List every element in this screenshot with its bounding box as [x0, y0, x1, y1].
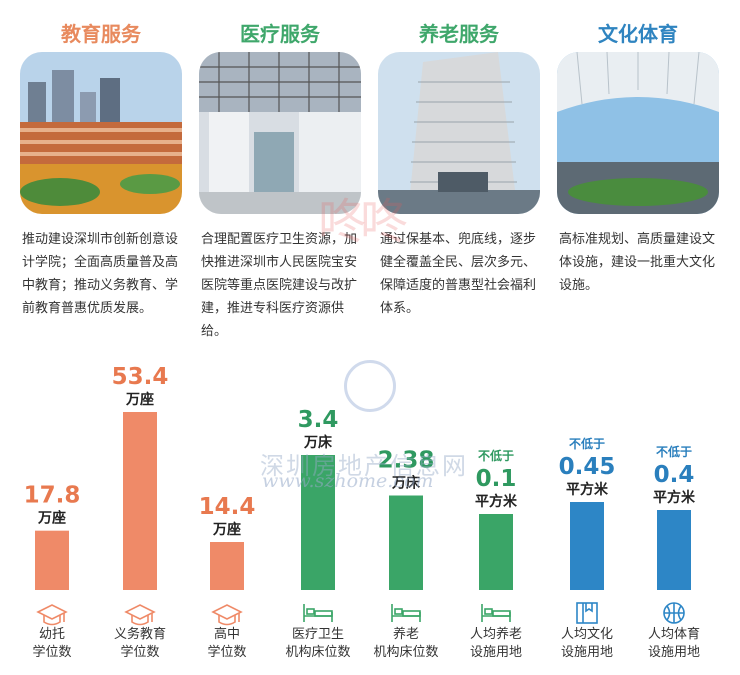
- bar-unit-label: 万床: [303, 434, 333, 451]
- bar: [657, 510, 691, 590]
- bar-unit-label: 万座: [125, 391, 154, 408]
- bar-prefix-label: 不低于: [656, 444, 692, 459]
- bar-category-label: 养老: [393, 626, 419, 642]
- graduation-cap-icon: [124, 604, 156, 626]
- bar-value-label: 0.4: [654, 462, 695, 488]
- category-title-elderly: 养老服务: [419, 22, 499, 46]
- bar-category-label: 机构床位数: [373, 645, 438, 660]
- bar-value-label: 0.45: [559, 454, 616, 480]
- culture-sports-description: 高标准规划、高质量建设文体设施，建设一批重大文化设施。: [559, 232, 716, 293]
- bar: [123, 412, 157, 590]
- bar-category-label: 设施用地: [561, 645, 613, 660]
- bar-category-label: 医疗卫生: [292, 627, 344, 642]
- bar: [570, 502, 604, 590]
- category-title-medical: 医疗服务: [240, 22, 320, 46]
- bar-category-label: 高中: [214, 626, 240, 642]
- school-photo: [20, 52, 182, 214]
- bed-icon: [391, 604, 421, 622]
- bar-category-label: 机构床位数: [285, 645, 350, 660]
- category-title-culture-sports: 文化体育: [598, 22, 678, 46]
- bar-unit-label: 万座: [212, 521, 241, 538]
- bar: [210, 542, 244, 590]
- bar-value-label: 0.1: [476, 466, 517, 492]
- bar-category-label: 设施用地: [470, 645, 522, 660]
- bar-value-label: 53.4: [112, 364, 169, 390]
- bar-prefix-label: 不低于: [478, 448, 514, 463]
- tower-photo: [378, 52, 540, 214]
- bar-unit-label: 万床: [391, 475, 421, 492]
- bar-unit-label: 平方米: [653, 489, 696, 506]
- bar-value-label: 2.38: [378, 448, 435, 474]
- graduation-cap-icon: [36, 604, 68, 626]
- bar-category-label: 学位数: [207, 644, 246, 660]
- stadium-photo: [557, 52, 719, 214]
- book-icon: [576, 602, 598, 624]
- bar-category-label: 幼托: [39, 627, 65, 642]
- bar: [389, 495, 423, 590]
- bar-category-label: 学位数: [32, 644, 71, 660]
- graduation-cap-icon: [211, 604, 243, 626]
- bar: [301, 455, 335, 590]
- bar-category-label: 人均养老: [470, 626, 522, 642]
- watermark-logo: [344, 360, 396, 412]
- bar-category-label: 设施用地: [648, 645, 700, 660]
- bar-prefix-label: 不低于: [569, 436, 605, 451]
- bar-category-label: 人均文化: [561, 627, 613, 642]
- category-title-education: 教育服务: [61, 22, 141, 46]
- bar-unit-label: 平方米: [475, 493, 518, 510]
- bar-unit-label: 平方米: [566, 481, 609, 498]
- bar: [35, 530, 69, 590]
- elderly-description: 通过保基本、兜底线，逐步健全覆盖全民、层次多元、保障适度的普惠型社会福利体系。: [380, 232, 537, 316]
- education-description: 推动建设深圳市创新创意设计学院；全面高质量普及高中教育；推动义务教育、学前教育普…: [22, 232, 179, 316]
- hospital-atrium-photo: [199, 52, 361, 214]
- bar: [479, 514, 513, 590]
- bar-category-label: 义务教育: [114, 626, 166, 642]
- bar-value-label: 14.4: [199, 494, 256, 520]
- bed-icon: [481, 604, 511, 622]
- basketball-icon: [663, 602, 685, 624]
- medical-description: 合理配置医疗卫生资源，加快推进深圳市人民医院宝安医院等重点医院建设与改扩建，推进…: [201, 232, 358, 339]
- bed-icon: [303, 604, 333, 622]
- bar-unit-label: 万座: [37, 510, 66, 527]
- bar-category-label: 人均体育: [648, 626, 700, 642]
- bar-category-label: 学位数: [120, 644, 159, 660]
- bar-value-label: 17.8: [24, 483, 81, 509]
- bar-value-label: 3.4: [298, 407, 339, 433]
